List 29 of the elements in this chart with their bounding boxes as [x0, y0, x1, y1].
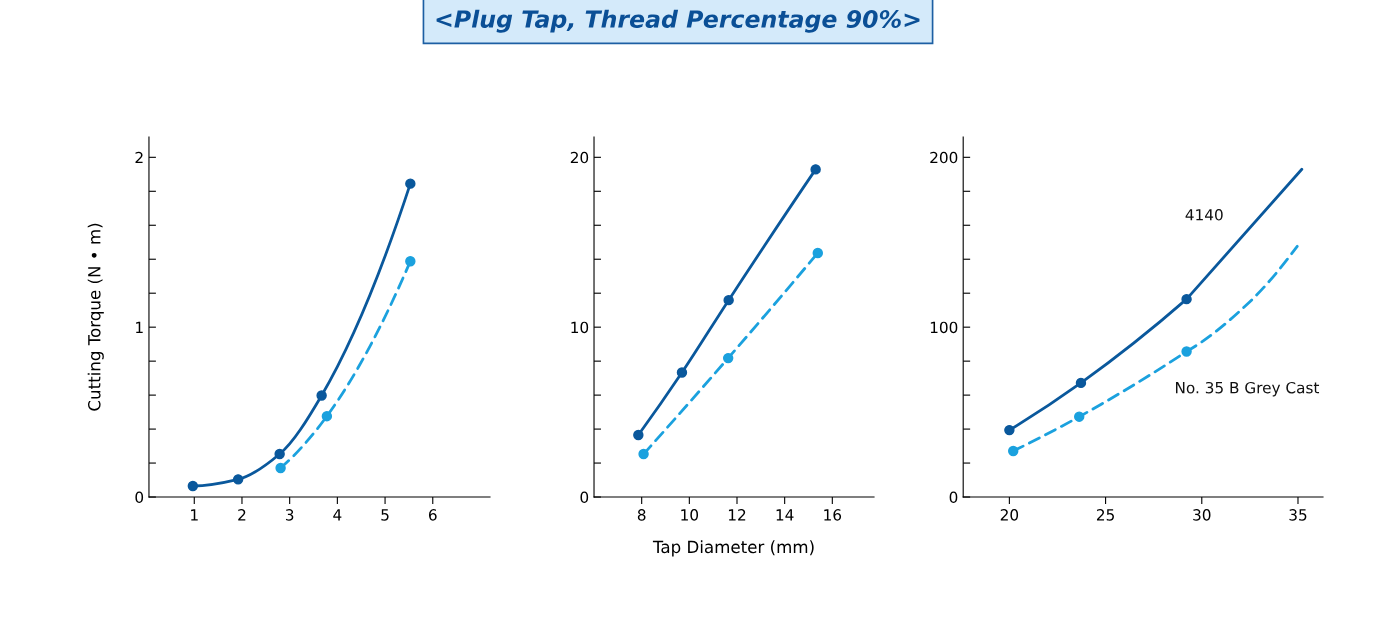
y-tick-label: 10: [571, 321, 589, 334]
text: 4140: [1185, 209, 1223, 221]
x-tick-label: 25: [1096, 509, 1114, 521]
x-tick-label: 30: [1193, 509, 1211, 521]
y-tick-label: 100: [930, 321, 958, 334]
x-tick-label: 10: [681, 509, 699, 521]
x-tick-label: 3: [285, 509, 294, 521]
y-tick-label: 200: [930, 151, 958, 164]
series-label: No. 35 B Grey Cast: [1175, 381, 1320, 397]
x-tick-label: 16: [824, 509, 842, 521]
x-tick-label: 2: [238, 509, 246, 521]
x-tick-label: 6: [428, 509, 437, 521]
x-tick-label: 12: [728, 509, 746, 521]
y-tick-label: 20: [570, 151, 589, 164]
x-tick-label: 35: [1289, 509, 1307, 521]
x-tick-label: 1: [191, 509, 198, 521]
x-tick-label: 4: [333, 509, 342, 521]
y-tick-label: 1: [136, 321, 143, 333]
y-tick-label: 0: [949, 491, 958, 504]
y-tick-label: 2: [135, 151, 143, 164]
y-tick-label: 0: [135, 491, 144, 504]
y-tick-label: 0: [580, 491, 589, 504]
y-axis-title: Cutting Torque (N • m): [87, 223, 104, 411]
x-tick-label: 14: [776, 509, 794, 521]
chart-title: <Plug Tap, Thread Percentage 90%>: [436, 9, 920, 33]
x-axis-title: Tap Diameter (mm): [652, 540, 814, 557]
x-tick-label: 5: [381, 509, 389, 521]
x-tick-label: 8: [637, 509, 646, 521]
x-tick-label: 20: [1000, 509, 1019, 521]
